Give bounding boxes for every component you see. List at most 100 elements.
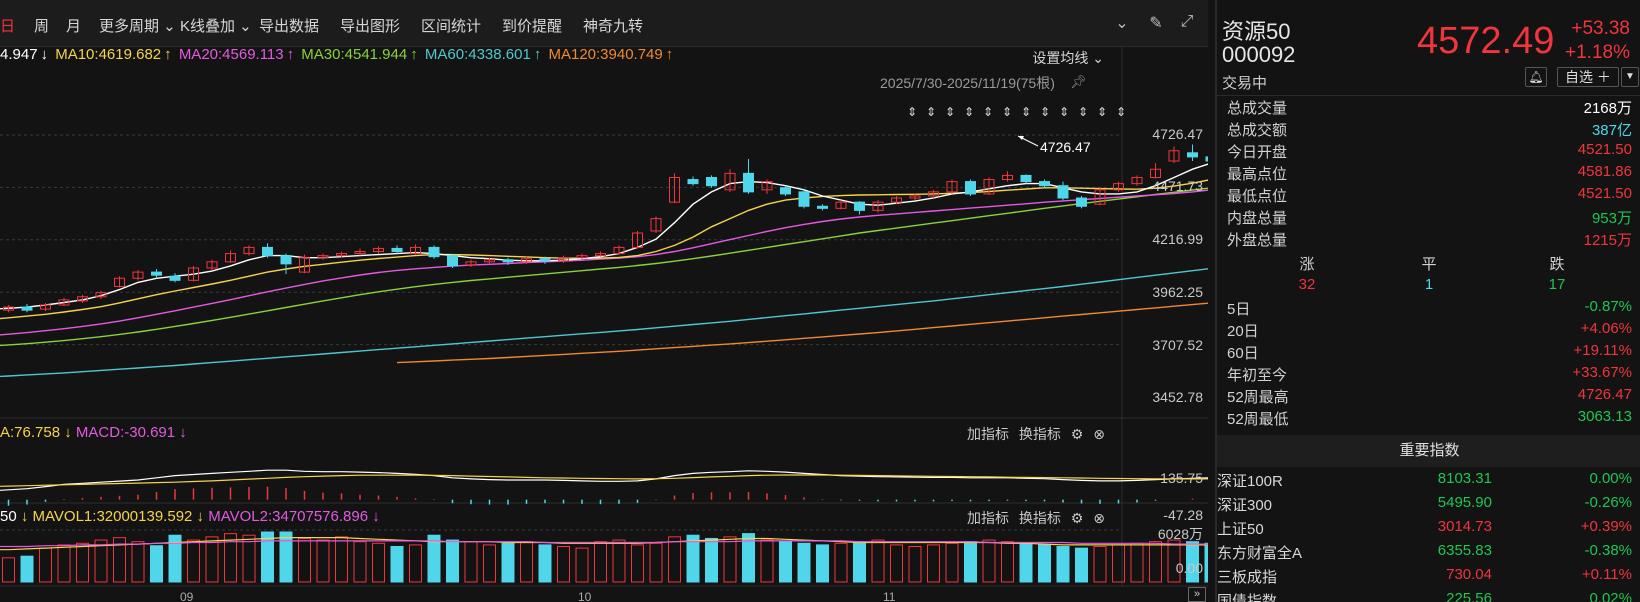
candle-body (391, 247, 403, 253)
index-row[interactable]: 东方财富全A 6355.83 -0.38% (1217, 542, 1640, 564)
volume-bar (409, 544, 422, 583)
price-axis-label: 4726.47 (1152, 126, 1203, 142)
period-week-tab[interactable]: 周 (34, 18, 50, 35)
candle-body (1020, 174, 1032, 183)
kline-chart[interactable]: ⇕ ⇕ ⇕ ⇕ ⇕ ⇕ ⇕ ⇕ ⇕ ⇕ ⇕ ⇕ 📌︎ (0, 0, 1208, 602)
gear-icon[interactable]: ⚙ (1070, 510, 1084, 526)
stat-row: 最高点位 4581.86 (1227, 163, 1632, 185)
return-value: 3063.13 (1577, 408, 1632, 425)
volume-bar (483, 544, 496, 583)
index-code: 000092 (1222, 42, 1296, 67)
volume-bar (631, 544, 644, 583)
add-indicator-button[interactable]: 加指标 (967, 426, 1009, 442)
volume-bar (94, 539, 108, 583)
stat-value: 1215万 (1583, 232, 1632, 249)
price-axis-label: 3452.78 (1152, 389, 1203, 405)
add-indicator-button[interactable]: 加指标 (967, 510, 1009, 526)
candle-body (114, 277, 125, 287)
export-graph-button[interactable]: 导出图形 (340, 18, 401, 35)
index-row-change: +0.39% (1580, 518, 1632, 535)
return-value: +19.11% (1573, 342, 1632, 359)
candle-body (151, 271, 162, 276)
switch-indicator-button[interactable]: 换指标 (1018, 426, 1061, 442)
index-row[interactable]: 深证100R 8103.31 0.00% (1217, 470, 1640, 492)
close-icon[interactable]: ⊗ (1093, 510, 1105, 526)
ma5-value: 4.947 (0, 46, 38, 63)
return-label: 20日 (1227, 323, 1259, 340)
nine-turn-mark: ⇕ (1097, 105, 1107, 119)
candle-body (243, 246, 255, 255)
volume-bar (538, 544, 552, 583)
candle-body (817, 205, 828, 209)
flat-count: 1 (1424, 276, 1434, 293)
volume-bar (1075, 547, 1088, 583)
switch-indicator-button[interactable]: 换指标 (1018, 510, 1061, 526)
kline-overlay-dropdown[interactable]: K线叠加 ⌄ (180, 18, 252, 35)
bell-icon[interactable]: 🔔︎ (1525, 67, 1547, 87)
return-row: 60日 +19.11% (1227, 342, 1632, 364)
candle-body (188, 267, 199, 281)
dea-line (0, 474, 1208, 487)
macd-tools: 加指标 换指标 ⚙ ⊗ (967, 424, 1111, 444)
gear-icon[interactable]: ⚙ (1070, 426, 1084, 442)
range-stats-button[interactable]: 区间统计 (421, 18, 482, 35)
chevron-down-icon[interactable]: ▼ (1621, 67, 1639, 87)
candle-body (336, 253, 347, 257)
volume-bar (446, 539, 459, 583)
candle-body (687, 179, 699, 185)
index-row-change: -0.26% (1584, 494, 1632, 511)
more-periods-dropdown[interactable]: 更多周期 ⌄ (99, 18, 176, 35)
volume-axis-label: 0.00 (1175, 560, 1203, 576)
chevron-down-circle-icon[interactable]: ⌄ (1115, 15, 1129, 32)
candle-body (595, 253, 606, 257)
candle-body (854, 201, 865, 211)
index-row[interactable]: 国债指数 225.56 0.02% (1217, 590, 1640, 602)
candle-body (77, 296, 88, 302)
index-row-name: 三板成指 (1217, 569, 1278, 586)
volume-legend: 50 ↓ MAVOL1:32000139.592 ↓ MAVOL2:347075… (0, 508, 380, 525)
candle-body (1039, 181, 1050, 187)
period-month-tab[interactable]: 月 (66, 18, 82, 35)
ma30-value: MA30:4541.944 (301, 46, 408, 63)
pen-icon[interactable]: ✎ (1149, 15, 1163, 32)
fullscreen-icon[interactable]: ⤢ (1180, 13, 1194, 30)
price-alert-button[interactable]: 到价提醒 (502, 18, 563, 35)
candle-body (743, 172, 754, 193)
period-day-tab[interactable]: 日 (0, 18, 16, 35)
nine-turn-mark: ⇕ (964, 105, 974, 119)
volume-bar (242, 534, 256, 583)
volume-bar (372, 542, 385, 583)
volume-bar (298, 537, 311, 583)
index-row-price: 5495.90 (1437, 494, 1492, 511)
add-watchlist-button[interactable]: 自选 ＋ (1557, 67, 1619, 87)
stat-label: 最低点位 (1227, 188, 1288, 205)
candle-body (835, 201, 847, 209)
stat-value: 4521.50 (1577, 141, 1632, 158)
return-row: 52周最高 4726.47 (1227, 386, 1632, 408)
candle-body (354, 251, 366, 255)
volume-bar (224, 533, 237, 583)
magic-nine-button[interactable]: 神奇九转 (583, 18, 644, 35)
stat-value: 4521.50 (1577, 185, 1632, 202)
volume-bar (187, 539, 200, 583)
price-change: +53.38 (1571, 18, 1630, 39)
scroll-right-button[interactable]: » (1188, 587, 1206, 602)
candle-body (21, 306, 33, 311)
nine-turn-mark: ⇕ (1021, 105, 1031, 119)
candle-body (909, 195, 921, 199)
set-ma-dropdown[interactable]: 设置均线 ⌄ (1032, 50, 1104, 66)
volume-bar (575, 547, 589, 583)
candle-body (1131, 176, 1143, 185)
volume-bar (335, 536, 348, 583)
candle-body (1205, 156, 1208, 162)
export-data-button[interactable]: 导出数据 (259, 18, 320, 35)
candle-body (428, 246, 440, 258)
date-range-label: 2025/7/30-2025/11/19(75根) (880, 75, 1055, 91)
index-row[interactable]: 深证300 5495.90 -0.26% (1217, 494, 1640, 516)
close-icon[interactable]: ⊗ (1093, 426, 1105, 442)
mavol1-value: MAVOL1:32000139.592 (32, 508, 193, 525)
index-row[interactable]: 三板成指 730.04 +0.11% (1217, 566, 1640, 588)
price-axis-label: 4216.99 (1152, 231, 1203, 247)
volume-bar (1149, 541, 1162, 583)
index-row[interactable]: 上证50 3014.73 +0.39% (1217, 518, 1640, 540)
